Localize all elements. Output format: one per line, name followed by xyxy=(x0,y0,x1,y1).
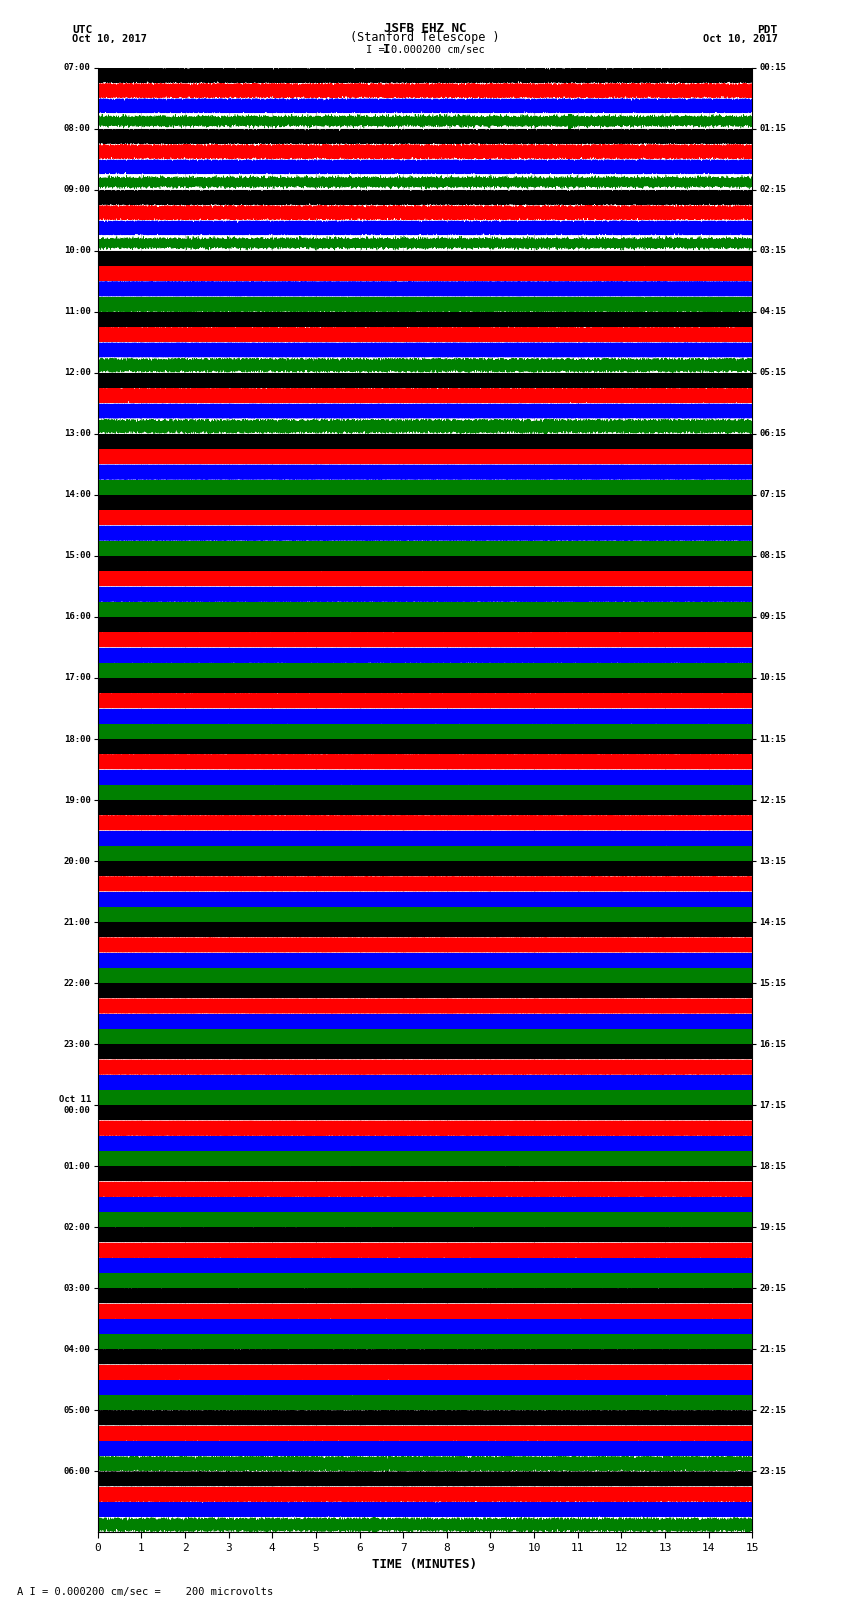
Text: JSFB EHZ NC: JSFB EHZ NC xyxy=(383,21,467,35)
Text: Oct 10, 2017: Oct 10, 2017 xyxy=(703,34,778,44)
Text: Oct 10, 2017: Oct 10, 2017 xyxy=(72,34,147,44)
Text: UTC: UTC xyxy=(72,24,93,35)
Text: I: I xyxy=(383,42,390,56)
Text: PDT: PDT xyxy=(757,24,778,35)
Text: I = 0.000200 cm/sec: I = 0.000200 cm/sec xyxy=(366,45,484,55)
Text: (Stanford Telescope ): (Stanford Telescope ) xyxy=(350,31,500,44)
X-axis label: TIME (MINUTES): TIME (MINUTES) xyxy=(372,1558,478,1571)
Text: A I = 0.000200 cm/sec =    200 microvolts: A I = 0.000200 cm/sec = 200 microvolts xyxy=(17,1587,273,1597)
